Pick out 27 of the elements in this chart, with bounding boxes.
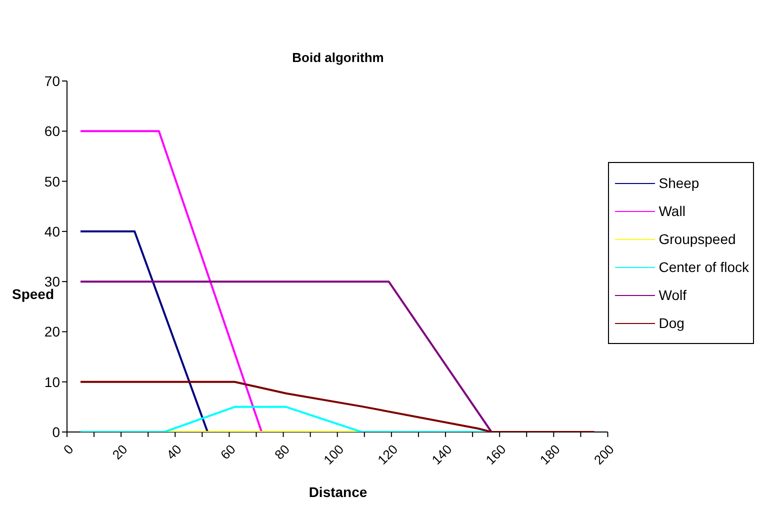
y-tick-label: 40 <box>44 223 60 240</box>
x-axis-title: Distance <box>308 484 368 500</box>
legend-label: Wall <box>658 202 686 221</box>
x-tick-label: 100 <box>320 442 347 468</box>
x-tick-label: 0 <box>60 442 76 458</box>
legend-label: Groupspeed <box>658 230 736 249</box>
y-tick-label: 50 <box>44 173 60 190</box>
y-tick-label: 20 <box>44 324 60 340</box>
y-tick-label: 70 <box>44 72 60 89</box>
x-tick-label: 120 <box>374 442 401 468</box>
y-tick-label: 60 <box>44 123 60 140</box>
line-series <box>80 380 596 432</box>
x-tick-label: 40 <box>164 442 184 462</box>
x-tick-label: 80 <box>272 442 292 462</box>
x-tick-label: 180 <box>536 442 563 468</box>
y-tick-label: 0 <box>52 424 60 440</box>
x-tick-label: 160 <box>482 442 509 468</box>
x-tick-label: 60 <box>218 442 238 462</box>
legend-label: Wolf <box>658 286 686 305</box>
x-tick-label: 20 <box>109 442 130 462</box>
legend-label: Center of flock <box>658 258 749 277</box>
y-tick-label: 10 <box>44 374 60 390</box>
legend-label: Dog <box>658 314 684 333</box>
chart-title: Boid algorithm <box>291 50 385 65</box>
x-tick-label: 140 <box>428 442 455 468</box>
legend-label: Sheep <box>658 174 700 193</box>
x-tick-label: 200 <box>590 442 617 468</box>
